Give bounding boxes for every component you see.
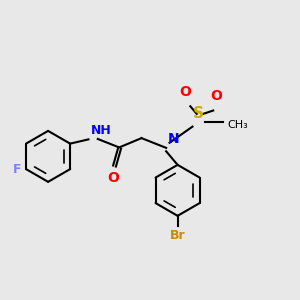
Text: N: N [168,132,179,146]
Text: Br: Br [170,230,185,242]
Text: O: O [211,89,223,103]
Text: O: O [107,171,119,185]
Text: NH: NH [91,124,111,137]
Text: F: F [12,163,21,176]
Text: CH₃: CH₃ [227,119,248,130]
Text: S: S [193,106,204,121]
Text: O: O [179,85,191,99]
